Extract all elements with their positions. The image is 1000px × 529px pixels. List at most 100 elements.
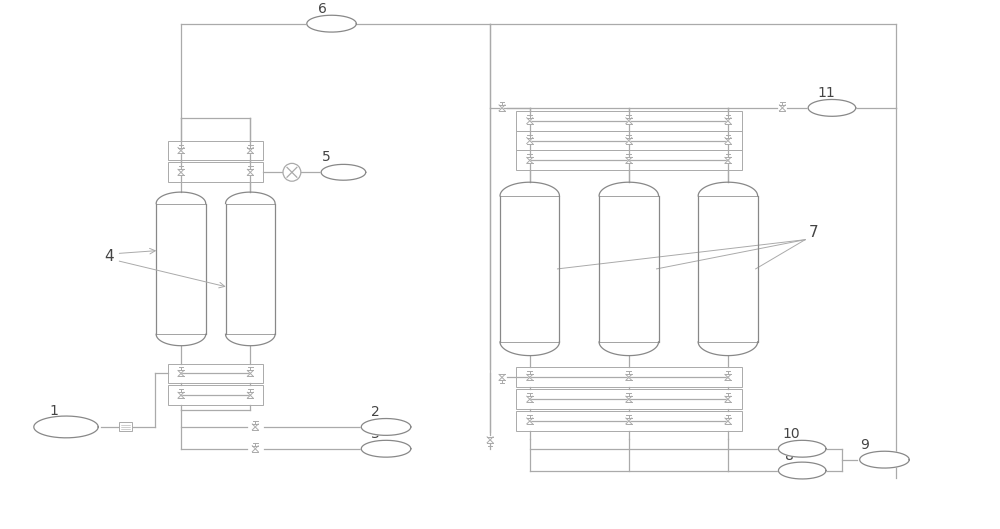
Polygon shape xyxy=(527,396,533,399)
Polygon shape xyxy=(500,342,559,355)
Polygon shape xyxy=(808,99,856,116)
Polygon shape xyxy=(599,342,659,355)
Polygon shape xyxy=(247,373,253,377)
Text: 2: 2 xyxy=(371,405,380,419)
Polygon shape xyxy=(487,437,493,440)
Polygon shape xyxy=(779,105,785,108)
Polygon shape xyxy=(156,192,206,204)
Polygon shape xyxy=(527,418,533,421)
Polygon shape xyxy=(527,377,533,380)
Polygon shape xyxy=(725,121,731,124)
Polygon shape xyxy=(178,150,184,153)
Circle shape xyxy=(283,163,301,181)
Polygon shape xyxy=(247,148,253,150)
Polygon shape xyxy=(500,182,559,196)
Text: 5: 5 xyxy=(322,150,330,165)
Bar xyxy=(516,389,742,409)
Polygon shape xyxy=(725,396,731,399)
Bar xyxy=(168,162,263,182)
Polygon shape xyxy=(487,440,493,443)
Polygon shape xyxy=(247,393,253,395)
Polygon shape xyxy=(361,440,411,457)
Polygon shape xyxy=(725,377,731,380)
Polygon shape xyxy=(860,451,909,468)
Polygon shape xyxy=(626,418,632,421)
Polygon shape xyxy=(178,395,184,398)
Polygon shape xyxy=(527,141,533,143)
Bar xyxy=(168,363,263,384)
Text: 11: 11 xyxy=(817,86,835,100)
Polygon shape xyxy=(725,138,731,141)
Polygon shape xyxy=(626,377,632,380)
Polygon shape xyxy=(247,395,253,398)
Polygon shape xyxy=(178,393,184,395)
Bar xyxy=(516,368,742,387)
Polygon shape xyxy=(178,172,184,175)
Polygon shape xyxy=(779,108,785,111)
Polygon shape xyxy=(527,375,533,377)
Polygon shape xyxy=(252,449,258,452)
Text: 8: 8 xyxy=(785,449,794,463)
Polygon shape xyxy=(599,182,659,196)
Polygon shape xyxy=(247,169,253,172)
Bar xyxy=(156,204,206,334)
Polygon shape xyxy=(178,370,184,373)
Polygon shape xyxy=(626,375,632,377)
Polygon shape xyxy=(725,418,731,421)
Polygon shape xyxy=(626,141,632,143)
Polygon shape xyxy=(226,192,275,204)
Polygon shape xyxy=(725,399,731,402)
Polygon shape xyxy=(252,446,258,449)
Polygon shape xyxy=(626,160,632,163)
Polygon shape xyxy=(725,421,731,424)
Text: 10: 10 xyxy=(782,427,800,441)
Text: 3: 3 xyxy=(371,427,380,441)
Text: 4: 4 xyxy=(104,249,113,264)
Bar xyxy=(500,196,559,342)
Polygon shape xyxy=(361,418,411,435)
Text: 6: 6 xyxy=(318,2,327,16)
Polygon shape xyxy=(626,138,632,141)
Polygon shape xyxy=(247,172,253,175)
Bar xyxy=(516,150,742,170)
Polygon shape xyxy=(178,148,184,150)
Polygon shape xyxy=(698,342,758,355)
Text: 7: 7 xyxy=(809,225,819,240)
Polygon shape xyxy=(527,158,533,160)
Polygon shape xyxy=(527,399,533,402)
Polygon shape xyxy=(725,118,731,121)
Bar xyxy=(516,131,742,150)
Polygon shape xyxy=(499,105,505,108)
Polygon shape xyxy=(527,118,533,121)
Polygon shape xyxy=(626,121,632,124)
Polygon shape xyxy=(725,375,731,377)
Polygon shape xyxy=(247,370,253,373)
Polygon shape xyxy=(778,462,826,479)
Bar xyxy=(599,196,659,342)
Polygon shape xyxy=(626,158,632,160)
Bar xyxy=(168,385,263,405)
Polygon shape xyxy=(252,424,258,427)
Polygon shape xyxy=(527,138,533,141)
Polygon shape xyxy=(725,160,731,163)
Polygon shape xyxy=(252,427,258,430)
Polygon shape xyxy=(725,141,731,143)
Bar xyxy=(698,196,758,342)
Bar xyxy=(516,411,742,431)
Polygon shape xyxy=(698,182,758,196)
Bar xyxy=(516,111,742,131)
Polygon shape xyxy=(34,416,98,438)
Polygon shape xyxy=(178,373,184,377)
Polygon shape xyxy=(499,377,505,380)
Polygon shape xyxy=(499,108,505,111)
Bar xyxy=(226,204,275,334)
Polygon shape xyxy=(527,121,533,124)
Polygon shape xyxy=(527,421,533,424)
Text: 1: 1 xyxy=(49,404,58,418)
Polygon shape xyxy=(321,165,366,180)
Polygon shape xyxy=(527,160,533,163)
Polygon shape xyxy=(156,334,206,345)
Polygon shape xyxy=(226,334,275,345)
Polygon shape xyxy=(307,15,356,32)
Bar xyxy=(168,141,263,160)
